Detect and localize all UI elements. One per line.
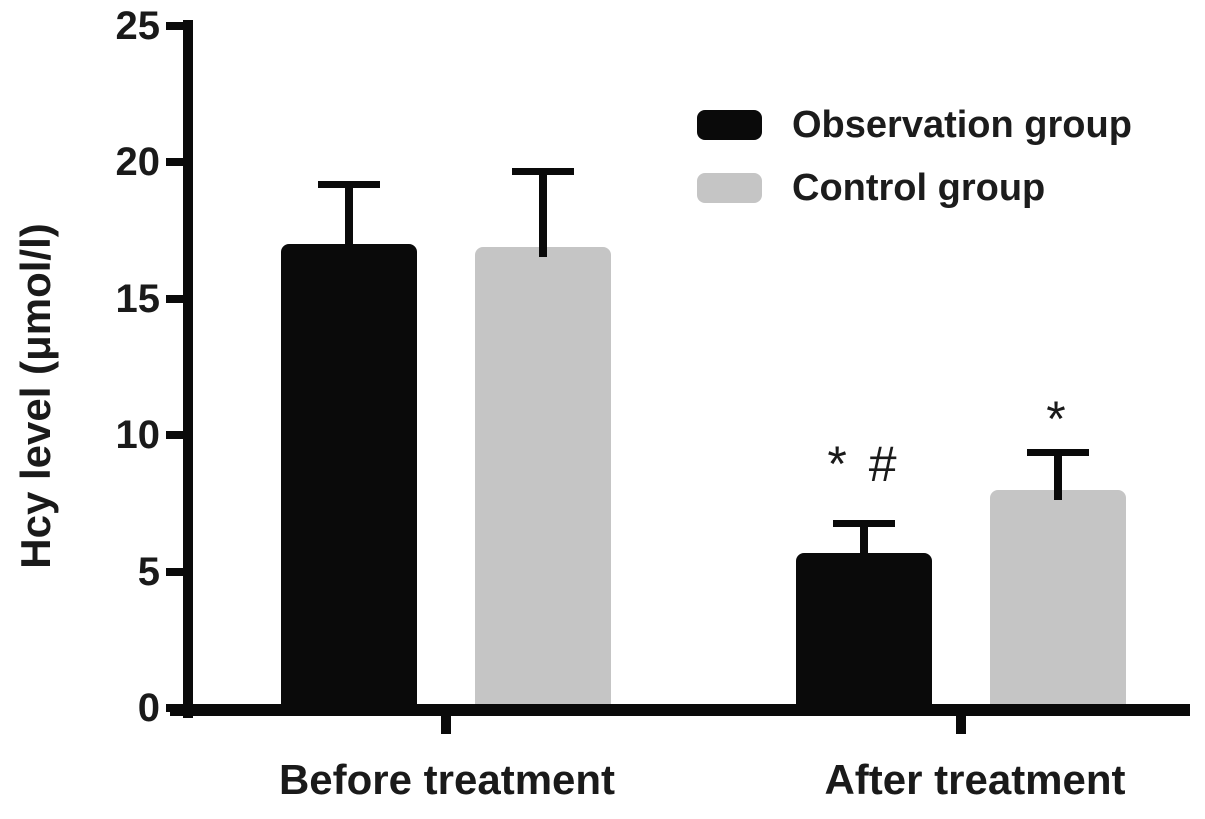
y-tick-mark xyxy=(166,567,184,576)
y-tick-mark xyxy=(166,158,184,167)
error-bar-cap xyxy=(1027,448,1089,456)
error-bar-stem xyxy=(860,521,868,563)
legend-swatch-control-icon xyxy=(697,173,762,203)
legend-item-control-group: Control group xyxy=(697,167,1132,209)
error-bar-stem xyxy=(1054,450,1062,500)
bar-control-group-1 xyxy=(990,489,1126,712)
x-category-label-before-treatment: Before treatment xyxy=(278,756,616,803)
error-bar-stem xyxy=(539,169,547,257)
y-tick-label: 20 xyxy=(115,140,161,185)
error-bar-stem xyxy=(345,183,353,255)
legend-swatch-observation-icon xyxy=(697,110,762,140)
legend-label: Observation group xyxy=(792,103,1132,146)
y-axis-line xyxy=(183,20,193,718)
y-tick-mark xyxy=(166,704,184,712)
bar-control-group-0 xyxy=(475,246,611,712)
y-tick-label: 5 xyxy=(137,549,160,594)
y-axis-title: Hcy level (μmol/l) xyxy=(12,223,59,569)
y-tick-label: 25 xyxy=(115,4,161,48)
error-bar-cap xyxy=(833,519,895,527)
y-tick-label: 10 xyxy=(115,413,161,458)
significance-annotation: * xyxy=(1046,390,1070,447)
legend-item-observation-group: Observation group xyxy=(697,104,1132,146)
bar-observation-group-0 xyxy=(281,244,417,712)
x-tick-mark xyxy=(956,714,966,734)
bar-observation-group-1 xyxy=(796,552,932,712)
y-tick-mark xyxy=(166,431,184,440)
significance-annotation: * # xyxy=(827,435,901,492)
y-tick-label: 0 xyxy=(137,686,160,730)
error-bar-cap xyxy=(318,181,380,189)
error-bar-cap xyxy=(512,167,574,175)
legend-label: Control group xyxy=(792,166,1046,209)
y-tick-mark xyxy=(166,22,184,30)
x-axis-line xyxy=(170,704,1190,716)
x-tick-mark xyxy=(441,714,451,734)
legend: Observation group Control group xyxy=(697,104,1132,234)
y-tick-label: 15 xyxy=(115,276,161,321)
x-category-label-after-treatment: After treatment xyxy=(824,756,1126,803)
y-tick-mark xyxy=(166,294,184,303)
